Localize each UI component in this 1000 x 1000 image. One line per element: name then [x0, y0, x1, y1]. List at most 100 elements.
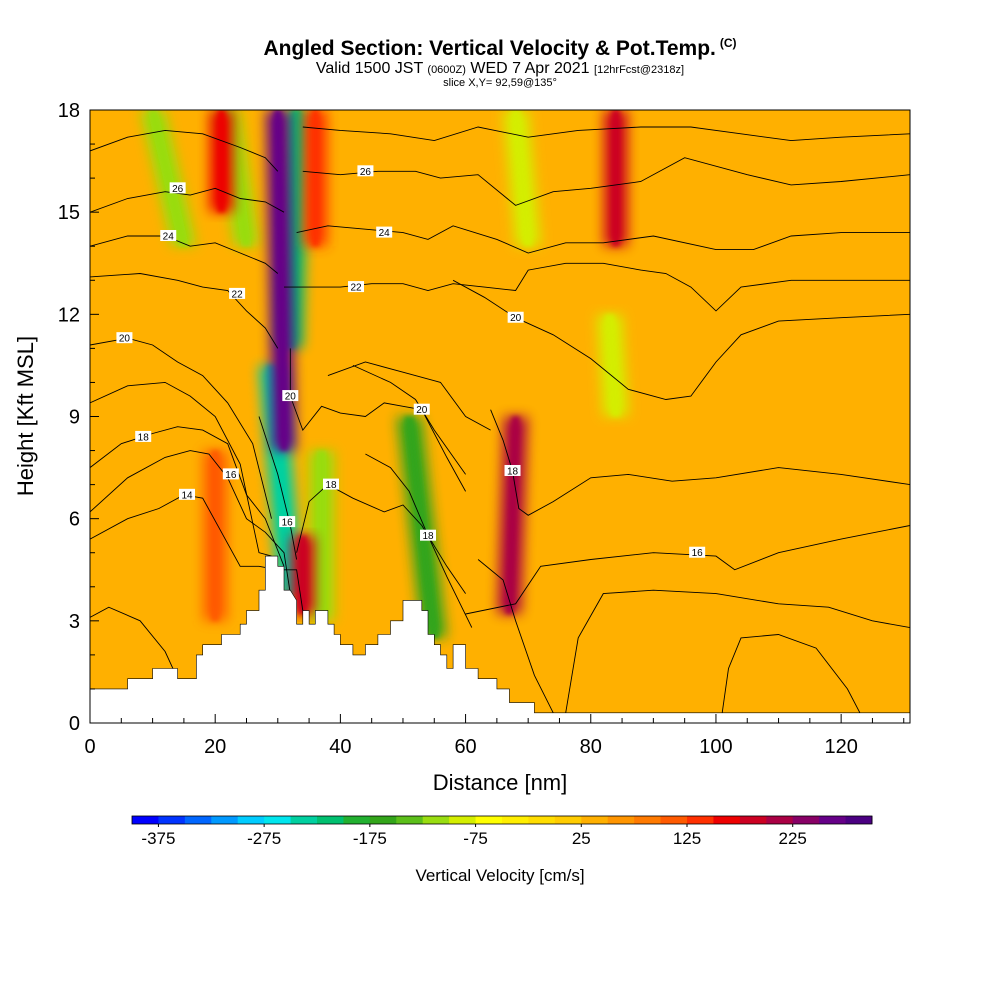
contour-label-10: 20	[416, 405, 428, 416]
isentrope-6	[365, 453, 473, 628]
contour-label-11: 20	[510, 313, 522, 324]
colorbar-swatch	[343, 816, 371, 824]
contour-label-box-13	[348, 281, 365, 293]
isentrope-5	[296, 484, 466, 594]
y-tick-label: 3	[69, 611, 80, 633]
contour-label-box-15	[376, 226, 393, 238]
colorbar-swatch	[554, 816, 582, 824]
x-tick-label: 60	[454, 736, 476, 758]
valid-time-line: Valid 1500 JST (0600Z) WED 7 Apr 2021 [1…	[0, 60, 1000, 78]
downdraft-core-7	[604, 314, 621, 417]
contour-label-13: 22	[350, 283, 362, 294]
downdraft-core-5	[316, 450, 327, 621]
contour-label-5: 18	[325, 480, 337, 491]
contour-label-14: 24	[163, 232, 175, 243]
colorbar-swatch	[475, 816, 503, 824]
colorbar-swatch	[607, 816, 635, 824]
contour-label-7: 18	[507, 466, 519, 477]
contour-label-box-12	[229, 287, 246, 299]
contour-label-box-8	[116, 332, 133, 344]
y-axis: 0 3 6 9 12 15 18	[58, 100, 99, 735]
contour-label-box-7	[504, 464, 521, 476]
colorbar-swatch	[687, 816, 714, 824]
colorbar-swatch	[158, 816, 186, 824]
colorbar-label: 125	[673, 829, 701, 848]
contour-labels: 14 16 16 16 18 18 18 18 20 20 20 20 22 22 24 24 26 26	[116, 165, 706, 559]
colorbar-label: 25	[572, 829, 591, 848]
x-tick-label: 20	[204, 736, 226, 758]
isentrope-13	[284, 262, 910, 312]
colorbar-swatch	[184, 816, 212, 824]
x-axis-title: Distance [nm]	[433, 770, 568, 795]
contour-label-box-17	[357, 165, 374, 177]
isentrope-25	[721, 634, 861, 714]
y-tick-label: 0	[69, 713, 80, 735]
isentrope-10	[352, 364, 466, 475]
colorbar-swatch	[739, 816, 767, 824]
colorbar-swatch	[634, 816, 662, 824]
colorbar-swatch	[766, 816, 794, 824]
isentrope-2	[258, 416, 298, 560]
isentrope-19	[302, 126, 910, 142]
terrain-profile	[90, 555, 910, 723]
forecast-run: [12hrFcst@2318z]	[594, 64, 685, 76]
contour-label-6: 18	[422, 531, 434, 542]
isentrope-24	[477, 559, 554, 714]
colorbar-title: Vertical Velocity [cm/s]	[415, 866, 584, 885]
contour-label-box-11	[507, 311, 524, 323]
x-tick-label: 100	[699, 736, 732, 758]
contour-label-box-10	[413, 403, 430, 415]
chart-title: Angled Section: Vertical Velocity & Pot.…	[0, 36, 1000, 61]
colorbar-swatch	[237, 816, 265, 824]
contour-label-box-6	[420, 529, 437, 541]
colorbar-swatch	[132, 816, 159, 824]
valid-time: Valid 1500 JST	[315, 60, 423, 77]
chart-title-unit: (C)	[719, 36, 737, 50]
contour-label-box-1	[222, 468, 239, 480]
colorbar: -375 -275 -175 -75 25 125 225	[131, 815, 873, 848]
contour-label-box-4	[135, 430, 152, 442]
colorbar-label: -175	[353, 829, 387, 848]
y-axis-title: Height [Kft MSL]	[13, 336, 38, 496]
contour-label-16: 26	[172, 184, 184, 195]
colorbar-swatch	[713, 816, 741, 824]
colorbar-swatch	[317, 816, 344, 824]
colorbar-swatch	[819, 816, 847, 824]
updraft-core-3	[611, 110, 620, 247]
contour-label-1: 16	[225, 470, 237, 481]
colorbar-swatch	[528, 816, 556, 824]
contour-label-box-16	[169, 182, 186, 194]
isentrope-4	[90, 426, 285, 567]
y-tick-label: 15	[58, 202, 80, 224]
colorbar-label: -275	[247, 829, 281, 848]
contour-label-12: 22	[232, 289, 244, 300]
isentrope-16	[90, 187, 285, 213]
contour-label-box-2	[279, 516, 296, 528]
updraft-core-2	[298, 535, 307, 615]
contour-label-box-0	[179, 488, 196, 500]
downdraft-core-2	[404, 416, 440, 638]
updraft-core-4	[217, 110, 226, 213]
colorbar-swatch	[845, 816, 873, 824]
updraft-core-5	[311, 110, 320, 247]
contour-label-17: 26	[360, 167, 372, 178]
valid-utc: (0600Z)	[427, 64, 466, 76]
colorbar-swatch	[264, 816, 292, 824]
colorbar-swatch	[581, 816, 609, 824]
slice-info: slice X,Y= 92,59@135°	[443, 77, 557, 89]
contour-label-box-9	[282, 390, 299, 402]
colorbar-swatch	[502, 816, 529, 824]
isentrope-9	[289, 348, 466, 492]
contour-label-9: 20	[285, 392, 297, 403]
colorbar-swatch	[211, 816, 239, 824]
y-tick-label: 18	[58, 100, 80, 122]
x-tick-label: 0	[84, 736, 95, 758]
colorbar-frame	[131, 815, 873, 825]
colorbar-swatch	[290, 816, 318, 824]
colorbar-swatch	[422, 816, 450, 824]
contour-label-0: 14	[181, 490, 193, 501]
colorbar-label: -375	[141, 829, 175, 848]
isentrope-3	[465, 525, 910, 615]
contour-label-box-14	[160, 230, 177, 242]
